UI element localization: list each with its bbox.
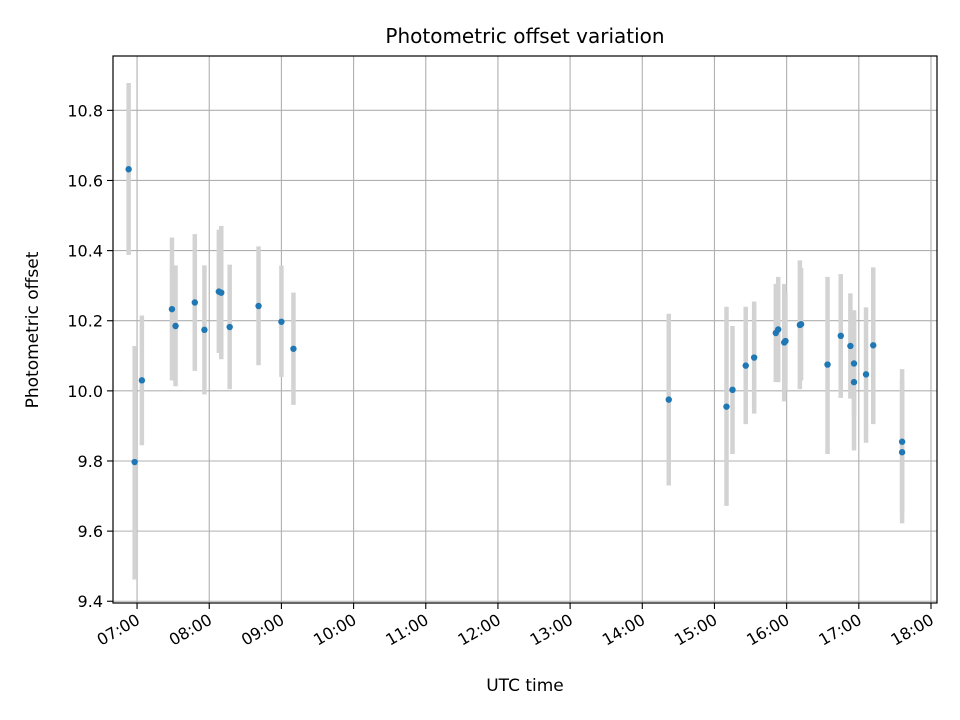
data-point [218, 289, 225, 296]
data-point [862, 371, 870, 378]
data-point [750, 354, 758, 361]
y-tick-label: 10.6 [67, 171, 103, 190]
data-point [665, 396, 672, 403]
data-point [125, 166, 132, 173]
data-point [850, 378, 858, 386]
y-tick-label: 9.4 [78, 592, 103, 611]
y-tick-label: 9.8 [78, 452, 103, 471]
data-point [870, 342, 877, 349]
data-point [782, 337, 789, 345]
data-point [255, 302, 262, 310]
y-tick-label: 10.2 [67, 312, 103, 331]
data-point [201, 326, 208, 334]
data-point [850, 360, 858, 367]
data-points [125, 166, 906, 466]
y-axis-title: Photometric offset [23, 251, 43, 408]
y-tick-label: 10.4 [67, 242, 103, 261]
data-point [729, 386, 736, 394]
data-point [797, 321, 805, 328]
y-tick-label: 9.6 [78, 522, 103, 541]
y-tick-label: 10.8 [67, 101, 103, 120]
data-point [226, 323, 233, 331]
plot-frame [112, 55, 938, 604]
x-axis-title: UTC time [486, 676, 564, 696]
data-point [191, 299, 198, 306]
data-point [138, 377, 146, 384]
chart-title: Photometric offset variation [385, 24, 664, 48]
y-axis: 9.4 9.6 9.8 10.0 10.2 10.4 10.6 10.8 [67, 101, 113, 611]
data-point [775, 326, 782, 333]
data-point [847, 342, 854, 350]
data-point [898, 438, 906, 445]
data-point [898, 449, 906, 456]
data-point [837, 332, 844, 340]
data-point [172, 322, 179, 330]
data-point [824, 361, 831, 368]
y-tick-label: 10.0 [67, 382, 103, 401]
data-point [290, 345, 297, 352]
data-point [742, 362, 749, 369]
data-point [723, 403, 730, 410]
data-point [131, 458, 138, 466]
data-point [168, 305, 176, 313]
data-point [278, 318, 285, 325]
